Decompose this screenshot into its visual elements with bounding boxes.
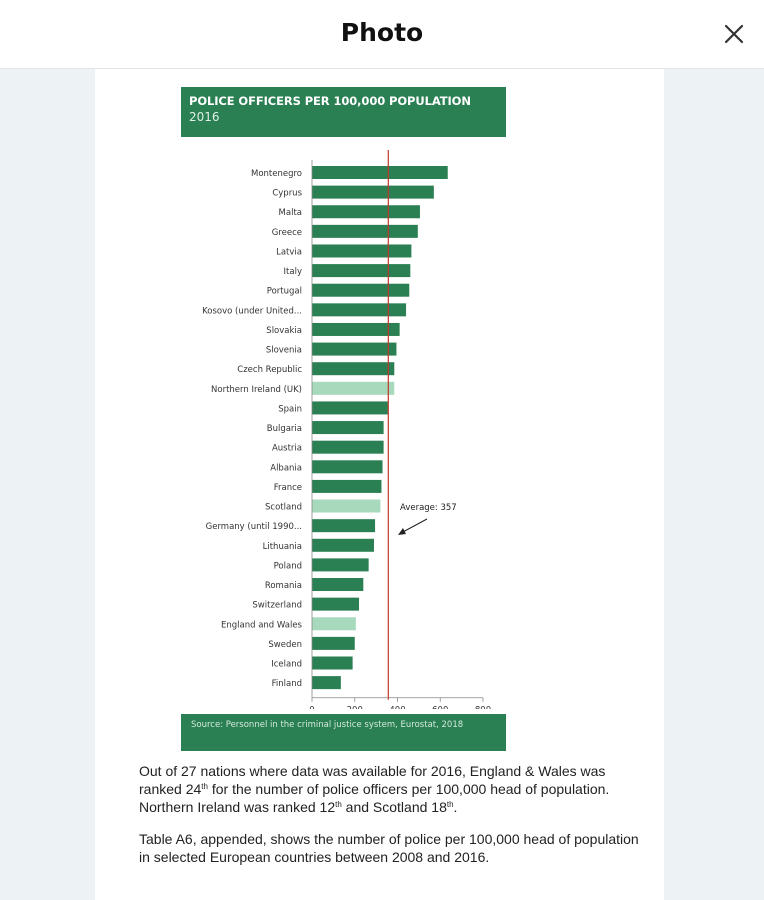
category-label: Portugal	[267, 287, 302, 297]
bar	[312, 166, 448, 179]
bar	[312, 264, 411, 278]
bar	[312, 636, 355, 650]
bar	[312, 538, 374, 552]
chart-subtitle: 2016	[189, 110, 220, 124]
bar	[312, 421, 384, 435]
category-label: Romania	[265, 581, 302, 591]
category-label: Italy	[284, 267, 302, 277]
bar	[312, 381, 395, 395]
x-tick-label: 600	[432, 706, 448, 709]
category-label: Bulgaria	[267, 424, 302, 434]
bar	[312, 224, 418, 238]
bar	[312, 283, 410, 297]
category-label: Montenegro	[251, 169, 302, 179]
bar	[312, 519, 376, 533]
bar	[312, 322, 400, 336]
close-icon	[724, 24, 744, 44]
bar	[312, 185, 434, 199]
category-label: Slovenia	[266, 346, 302, 356]
category-label: Germany (until 1990...	[206, 522, 302, 532]
dialog-title: Photo	[340, 18, 424, 47]
category-label: Scotland	[265, 503, 302, 513]
category-label: Finland	[272, 679, 302, 689]
bar	[312, 499, 381, 513]
category-label: Iceland	[271, 660, 302, 670]
bar	[312, 558, 369, 572]
category-label: Malta	[279, 208, 302, 218]
bar	[312, 479, 382, 493]
bar	[312, 597, 360, 611]
bar	[312, 401, 388, 415]
source-bar: Source: Personnel in the criminal justic…	[181, 714, 506, 751]
para1-part3: and Scotland 18	[341, 799, 447, 815]
x-tick-label: 800	[475, 706, 491, 709]
category-label: Slovakia	[266, 326, 302, 336]
para1-sup2: th	[335, 800, 342, 809]
category-label: Sweden	[268, 640, 302, 650]
category-label: Latvia	[276, 247, 302, 257]
photo-viewer: POLICE OFFICERS PER 100,000 POPULATION 2…	[0, 69, 764, 900]
average-arrow-shaft	[400, 518, 428, 534]
category-label: Poland	[274, 561, 302, 571]
photo-image: POLICE OFFICERS PER 100,000 POPULATION 2…	[95, 69, 664, 900]
category-label: England and Wales	[221, 620, 303, 630]
para1-part1: Out of 27 nations where data was availab…	[139, 763, 606, 797]
bar	[312, 205, 420, 219]
para1-part4: .	[453, 799, 458, 815]
category-label: Cyprus	[272, 189, 302, 199]
category-label: Austria	[272, 444, 302, 454]
x-tick-label: 200	[347, 706, 363, 709]
bar	[312, 617, 356, 631]
category-label: Kosovo (under United...	[202, 306, 302, 316]
chart-title: POLICE OFFICERS PER 100,000 POPULATION	[189, 94, 471, 108]
bar-chart: Montenegro Cyprus Malta Greece Latvia Italy Po…	[202, 150, 491, 709]
category-label: Albania	[270, 463, 302, 473]
bar	[312, 303, 407, 317]
x-tick-label: 0	[309, 706, 314, 709]
category-label: Spain	[278, 404, 302, 414]
close-button[interactable]	[718, 18, 750, 50]
average-label: Average: 357	[400, 503, 457, 513]
source-text: Source: Personnel in the criminal justic…	[191, 720, 464, 730]
bar	[312, 656, 353, 670]
category-label: Czech Republic	[237, 365, 302, 375]
x-tick-label: 400	[389, 706, 405, 709]
bar	[312, 362, 395, 376]
category-label: Greece	[272, 228, 302, 238]
bar	[312, 440, 384, 454]
bar	[312, 342, 397, 356]
paragraph-table-note: Table A6, appended, shows the number of …	[139, 831, 639, 865]
category-label: Lithuania	[263, 542, 302, 552]
bar	[312, 244, 412, 258]
category-label: France	[274, 483, 302, 493]
category-label: Northern Ireland (UK)	[211, 385, 302, 395]
average-arrow-head	[398, 528, 406, 535]
paragraph-ranking: Out of 27 nations where data was availab…	[139, 762, 639, 816]
category-label: Switzerland	[252, 601, 302, 611]
bar	[312, 676, 341, 690]
chart-header: POLICE OFFICERS PER 100,000 POPULATION 2…	[181, 87, 506, 137]
para1-sup1: th	[201, 782, 208, 791]
bar	[312, 460, 383, 474]
para1-part2: for the number of police officers per 10…	[139, 781, 610, 815]
bar	[312, 578, 364, 592]
dialog-header: Photo	[0, 0, 764, 69]
para1-sup3: th	[446, 800, 454, 809]
